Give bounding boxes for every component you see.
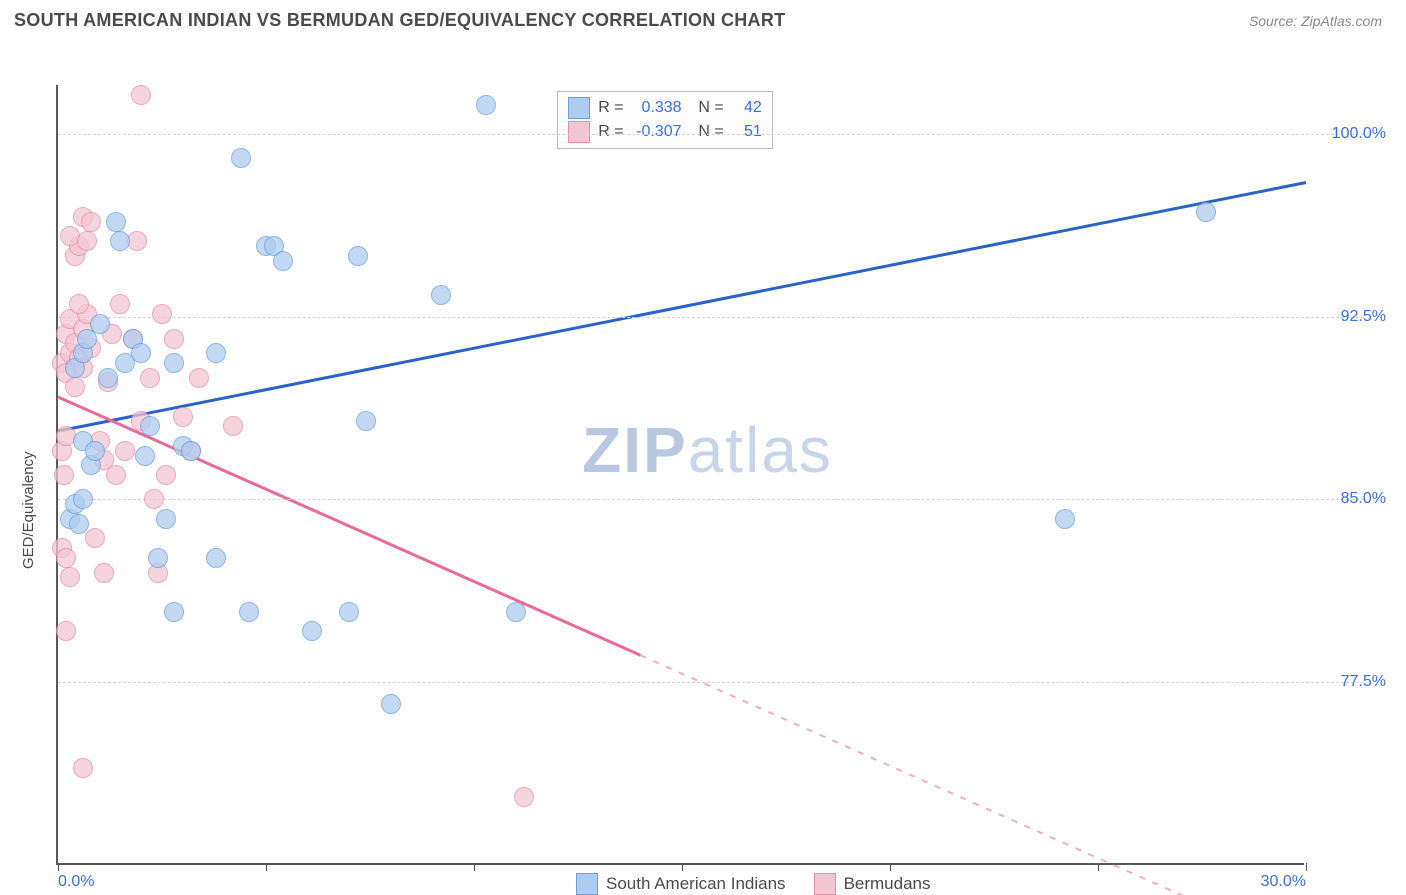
data-point [189,368,209,388]
data-point [106,465,126,485]
data-point [181,441,201,461]
gridline [58,682,1364,683]
data-point [156,509,176,529]
data-point [173,407,193,427]
x-tick [266,863,267,871]
stat-r-value: -0.307 [632,120,682,144]
data-point [239,602,259,622]
data-point [77,231,97,251]
x-tick [474,863,475,871]
data-point [381,694,401,714]
data-point [69,514,89,534]
data-point [140,368,160,388]
data-point [60,567,80,587]
stat-r-label: R = [598,96,623,120]
x-tick [1306,863,1307,871]
y-tick-label: 92.5% [1314,308,1386,326]
y-tick-label: 77.5% [1314,673,1386,691]
data-point [85,528,105,548]
x-tick-label: 30.0% [1261,873,1306,891]
data-point [339,602,359,622]
chart-title: SOUTH AMERICAN INDIAN VS BERMUDAN GED/EQ… [14,10,785,31]
y-tick-label: 85.0% [1314,490,1386,508]
data-point [1196,202,1216,222]
data-point [273,251,293,271]
gridline [58,317,1364,318]
stat-n-label: N = [690,120,724,144]
stat-r-label: R = [598,120,623,144]
legend-label: Bermudans [844,874,931,894]
x-tick [890,863,891,871]
data-point [81,212,101,232]
y-axis-label: GED/Equivalency [20,451,37,569]
data-point [476,95,496,115]
data-point [110,231,130,251]
stat-r-value: 0.338 [632,96,682,120]
data-point [356,411,376,431]
stat-n-label: N = [690,96,724,120]
stat-n-value: 42 [732,96,762,120]
data-point [206,548,226,568]
data-point [94,563,114,583]
data-point [131,85,151,105]
legend-swatch [568,97,590,119]
trend-line-extrapolated [640,655,1306,895]
x-tick [1098,863,1099,871]
data-point [148,548,168,568]
data-point [223,416,243,436]
data-point [98,368,118,388]
data-point [73,758,93,778]
data-point [131,343,151,363]
data-point [56,621,76,641]
gridline [58,499,1364,500]
x-tick-label: 0.0% [58,873,94,891]
data-point [302,621,322,641]
data-point [156,465,176,485]
data-point [90,314,110,334]
stat-n-value: 51 [732,120,762,144]
data-point [65,377,85,397]
data-point [106,212,126,232]
plot-area: ZIPatlas R =0.338 N =42R =-0.307 N =51 7… [56,85,1304,865]
source-attribution: Source: ZipAtlas.com [1249,13,1382,29]
data-point [164,329,184,349]
legend-stat-row: R = 0.338 N = 42 [568,96,762,120]
data-point [56,548,76,568]
data-point [135,446,155,466]
data-point [115,441,135,461]
data-point [73,489,93,509]
trend-line [58,183,1306,432]
data-point [164,353,184,373]
data-point [85,441,105,461]
x-tick [682,863,683,871]
trend-lines [58,85,1306,865]
legend-stat-row: R = -0.307 N = 51 [568,120,762,144]
data-point [348,246,368,266]
data-point [431,285,451,305]
stats-legend: R = 0.338 N = 42 R = -0.307 N = 51 [557,91,773,149]
data-point [514,787,534,807]
data-point [152,304,172,324]
legend-swatch [568,121,590,143]
data-point [110,294,130,314]
y-tick-label: 100.0% [1314,125,1386,143]
data-point [206,343,226,363]
data-point [140,416,160,436]
data-point [144,489,164,509]
x-tick [58,863,59,871]
data-point [506,602,526,622]
gridline [58,134,1364,135]
data-point [1055,509,1075,529]
data-point [69,294,89,314]
data-point [54,465,74,485]
data-point [231,148,251,168]
data-point [164,602,184,622]
legend-label: South American Indians [606,874,786,894]
